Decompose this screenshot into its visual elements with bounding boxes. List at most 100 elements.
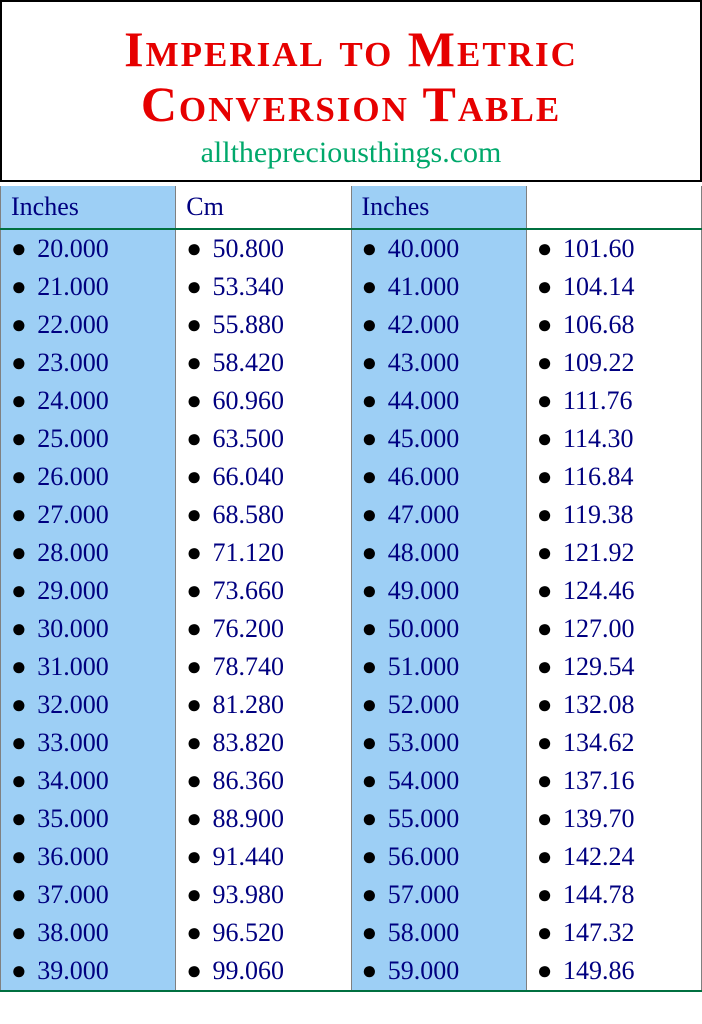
bullet-icon: ●	[186, 538, 202, 567]
table-cell: ● 68.580	[176, 496, 351, 534]
cell-value: 27.000	[31, 500, 109, 529]
bullet-icon: ●	[537, 538, 553, 567]
cell-value: 34.000	[31, 766, 109, 795]
table-cell: ● 30.000	[1, 610, 176, 648]
bullet-icon: ●	[537, 880, 553, 909]
cell-value: 51.000	[381, 652, 459, 681]
bullet-icon: ●	[362, 500, 378, 529]
cell-value: 91.440	[206, 842, 284, 871]
table-cell: ● 27.000	[1, 496, 176, 534]
bullet-icon: ●	[362, 842, 378, 871]
table-cell: ● 129.54	[526, 648, 701, 686]
cell-value: 49.000	[381, 576, 459, 605]
table-cell: ● 83.820	[176, 724, 351, 762]
bullet-icon: ●	[186, 804, 202, 833]
bullet-icon: ●	[186, 614, 202, 643]
table-cell: ● 114.30	[526, 420, 701, 458]
table-cell: ● 91.440	[176, 838, 351, 876]
table-cell: ● 50.800	[176, 229, 351, 268]
cell-value: 86.360	[206, 766, 284, 795]
bullet-icon: ●	[186, 424, 202, 453]
cell-value: 99.060	[206, 956, 284, 985]
table-cell: ● 59.000	[351, 952, 526, 991]
table-cell: ● 55.880	[176, 306, 351, 344]
table-cell: ● 46.000	[351, 458, 526, 496]
cell-value: 41.000	[381, 272, 459, 301]
table-cell: ● 106.68	[526, 306, 701, 344]
cell-value: 43.000	[381, 348, 459, 377]
table-row: ● 29.000● 73.660● 49.000● 124.46	[1, 572, 702, 610]
cell-value: 104.14	[556, 272, 634, 301]
table-cell: ● 38.000	[1, 914, 176, 952]
table-cell: ● 101.60	[526, 229, 701, 268]
table-cell: ● 121.92	[526, 534, 701, 572]
page-title: Imperial to Metric Conversion Table	[12, 22, 690, 132]
table-cell: ● 49.000	[351, 572, 526, 610]
bullet-icon: ●	[362, 234, 378, 263]
table-cell: ● 44.000	[351, 382, 526, 420]
cell-value: 25.000	[31, 424, 109, 453]
cell-value: 149.86	[556, 956, 634, 985]
bullet-icon: ●	[186, 918, 202, 947]
bullet-icon: ●	[537, 462, 553, 491]
bullet-icon: ●	[11, 576, 27, 605]
table-cell: ● 25.000	[1, 420, 176, 458]
bullet-icon: ●	[186, 462, 202, 491]
bullet-icon: ●	[11, 728, 27, 757]
table-cell: ● 63.500	[176, 420, 351, 458]
cell-value: 58.420	[206, 348, 284, 377]
table-cell: ● 36.000	[1, 838, 176, 876]
table-cell: ● 93.980	[176, 876, 351, 914]
cell-value: 73.660	[206, 576, 284, 605]
bullet-icon: ●	[537, 614, 553, 643]
cell-value: 55.000	[381, 804, 459, 833]
cell-value: 23.000	[31, 348, 109, 377]
table-cell: ● 81.280	[176, 686, 351, 724]
cell-value: 20.000	[31, 234, 109, 263]
cell-value: 42.000	[381, 310, 459, 339]
cell-value: 134.62	[556, 728, 634, 757]
bullet-icon: ●	[11, 956, 27, 985]
table-cell: ● 41.000	[351, 268, 526, 306]
cell-value: 21.000	[31, 272, 109, 301]
table-cell: ● 22.000	[1, 306, 176, 344]
table-cell: ● 142.24	[526, 838, 701, 876]
table-cell: ● 104.14	[526, 268, 701, 306]
table-row: ● 38.000● 96.520● 58.000● 147.32	[1, 914, 702, 952]
cell-value: 121.92	[556, 538, 634, 567]
bullet-icon: ●	[186, 766, 202, 795]
table-cell: ● 56.000	[351, 838, 526, 876]
table-cell: ● 116.84	[526, 458, 701, 496]
table-cell: ● 26.000	[1, 458, 176, 496]
bullet-icon: ●	[11, 690, 27, 719]
bullet-icon: ●	[186, 500, 202, 529]
table-row: ● 28.000● 71.120● 48.000● 121.92	[1, 534, 702, 572]
bullet-icon: ●	[11, 538, 27, 567]
table-cell: ● 21.000	[1, 268, 176, 306]
table-row: ● 35.000● 88.900● 55.000● 139.70	[1, 800, 702, 838]
bullet-icon: ●	[11, 272, 27, 301]
bullet-icon: ●	[11, 614, 27, 643]
table-row: ● 26.000● 66.040● 46.000● 116.84	[1, 458, 702, 496]
table-cell: ● 55.000	[351, 800, 526, 838]
cell-value: 40.000	[381, 234, 459, 263]
cell-value: 119.38	[556, 500, 633, 529]
table-cell: ● 109.22	[526, 344, 701, 382]
bullet-icon: ●	[537, 348, 553, 377]
cell-value: 144.78	[556, 880, 634, 909]
cell-value: 101.60	[556, 234, 634, 263]
cell-value: 28.000	[31, 538, 109, 567]
bullet-icon: ●	[362, 918, 378, 947]
table-cell: ● 139.70	[526, 800, 701, 838]
table-cell: ● 39.000	[1, 952, 176, 991]
cell-value: 39.000	[31, 956, 109, 985]
table-cell: ● 53.000	[351, 724, 526, 762]
column-header: Inches	[351, 186, 526, 229]
table-row: ● 22.000● 55.880● 42.000● 106.68	[1, 306, 702, 344]
bullet-icon: ●	[362, 690, 378, 719]
cell-value: 114.30	[556, 424, 633, 453]
table-cell: ● 132.08	[526, 686, 701, 724]
table-row: ● 30.000● 76.200● 50.000● 127.00	[1, 610, 702, 648]
table-cell: ● 47.000	[351, 496, 526, 534]
bullet-icon: ●	[11, 652, 27, 681]
